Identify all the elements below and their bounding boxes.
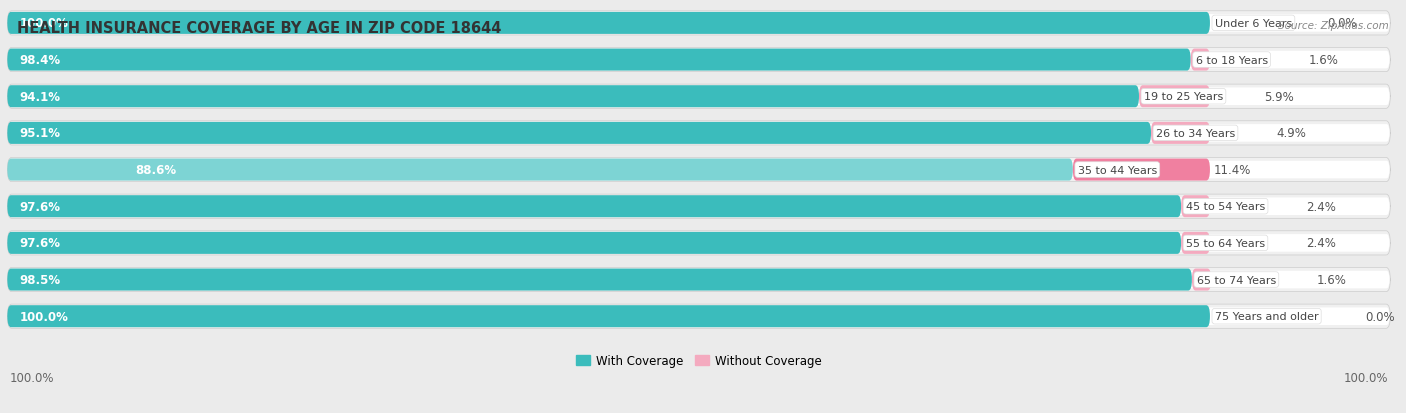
FancyBboxPatch shape	[7, 123, 1152, 145]
Text: 2.4%: 2.4%	[1306, 200, 1336, 213]
FancyBboxPatch shape	[7, 233, 1181, 254]
FancyBboxPatch shape	[7, 159, 1073, 181]
Text: 45 to 54 Years: 45 to 54 Years	[1185, 202, 1265, 212]
Text: 65 to 74 Years: 65 to 74 Years	[1197, 275, 1277, 285]
Text: HEALTH INSURANCE COVERAGE BY AGE IN ZIP CODE 18644: HEALTH INSURANCE COVERAGE BY AGE IN ZIP …	[17, 21, 502, 36]
Text: 55 to 64 Years: 55 to 64 Years	[1185, 238, 1265, 248]
FancyBboxPatch shape	[7, 196, 1181, 218]
FancyBboxPatch shape	[7, 86, 1139, 108]
Text: 1.6%: 1.6%	[1309, 54, 1339, 67]
FancyBboxPatch shape	[1073, 159, 1211, 181]
FancyBboxPatch shape	[7, 231, 1391, 255]
Text: 11.4%: 11.4%	[1213, 164, 1251, 177]
Text: 98.4%: 98.4%	[20, 54, 60, 67]
Text: 6 to 18 Years: 6 to 18 Years	[1195, 55, 1268, 65]
FancyBboxPatch shape	[7, 12, 1391, 36]
Text: 26 to 34 Years: 26 to 34 Years	[1156, 128, 1234, 138]
Text: 35 to 44 Years: 35 to 44 Years	[1077, 165, 1157, 175]
Legend: With Coverage, Without Coverage: With Coverage, Without Coverage	[571, 349, 827, 372]
FancyBboxPatch shape	[1191, 50, 1211, 71]
FancyBboxPatch shape	[1192, 269, 1211, 291]
FancyBboxPatch shape	[7, 269, 1192, 291]
Text: 100.0%: 100.0%	[20, 310, 69, 323]
FancyBboxPatch shape	[7, 304, 1391, 328]
FancyBboxPatch shape	[8, 52, 1389, 69]
FancyBboxPatch shape	[7, 50, 1191, 71]
FancyBboxPatch shape	[8, 161, 1389, 179]
Text: 1.6%: 1.6%	[1317, 273, 1347, 286]
FancyBboxPatch shape	[1181, 196, 1211, 218]
FancyBboxPatch shape	[1181, 233, 1211, 254]
Text: 19 to 25 Years: 19 to 25 Years	[1144, 92, 1223, 102]
Text: 98.5%: 98.5%	[20, 273, 60, 286]
FancyBboxPatch shape	[7, 85, 1391, 109]
FancyBboxPatch shape	[1152, 123, 1211, 145]
Text: 97.6%: 97.6%	[20, 237, 60, 250]
FancyBboxPatch shape	[7, 195, 1391, 219]
FancyBboxPatch shape	[7, 13, 1211, 35]
FancyBboxPatch shape	[8, 88, 1389, 106]
Text: 94.1%: 94.1%	[20, 90, 60, 104]
FancyBboxPatch shape	[8, 308, 1389, 325]
Text: Source: ZipAtlas.com: Source: ZipAtlas.com	[1278, 21, 1389, 31]
FancyBboxPatch shape	[7, 121, 1391, 146]
FancyBboxPatch shape	[7, 306, 1211, 328]
FancyBboxPatch shape	[8, 125, 1389, 142]
Text: 95.1%: 95.1%	[20, 127, 60, 140]
Text: 4.9%: 4.9%	[1277, 127, 1306, 140]
Text: 0.0%: 0.0%	[1327, 17, 1357, 30]
Text: 100.0%: 100.0%	[1344, 371, 1388, 384]
FancyBboxPatch shape	[7, 268, 1391, 292]
FancyBboxPatch shape	[1139, 86, 1211, 108]
Text: 2.4%: 2.4%	[1306, 237, 1336, 250]
Text: 5.9%: 5.9%	[1264, 90, 1294, 104]
FancyBboxPatch shape	[8, 15, 1389, 33]
Text: 75 Years and older: 75 Years and older	[1215, 311, 1319, 321]
Text: 0.0%: 0.0%	[1365, 310, 1395, 323]
Text: 100.0%: 100.0%	[10, 371, 55, 384]
Text: 100.0%: 100.0%	[20, 17, 69, 30]
FancyBboxPatch shape	[7, 48, 1391, 72]
Text: Under 6 Years: Under 6 Years	[1215, 19, 1292, 29]
Text: 97.6%: 97.6%	[20, 200, 60, 213]
Text: 88.6%: 88.6%	[135, 164, 176, 177]
FancyBboxPatch shape	[8, 271, 1389, 289]
FancyBboxPatch shape	[7, 158, 1391, 182]
FancyBboxPatch shape	[8, 198, 1389, 216]
FancyBboxPatch shape	[8, 235, 1389, 252]
